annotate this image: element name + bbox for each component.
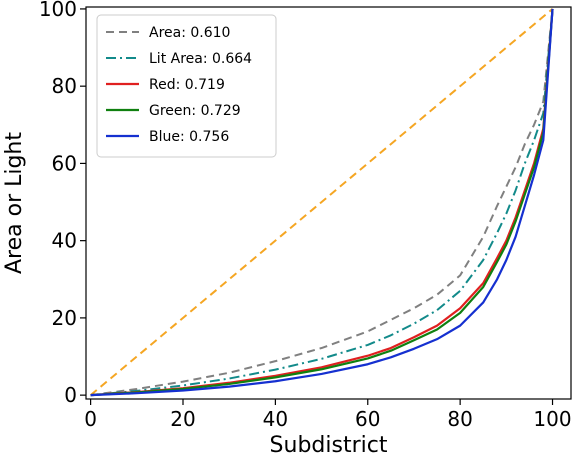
x-tick-label: 60 [355,407,380,431]
series-line-1 [90,8,554,397]
series-line-5 [90,8,554,397]
legend-label: Red: 0.719 [149,77,225,93]
y-tick-label: 0 [64,383,77,407]
legend-label: Blue: 0.756 [149,129,229,145]
plot-frame [85,6,572,400]
x-axis-label: Subdistrict [270,433,388,458]
x-tick-label: 40 [263,407,288,431]
legend-label: Lit Area: 0.664 [149,51,252,67]
y-tick-label: 20 [52,306,77,330]
x-tick-label: 20 [170,407,195,431]
plot-area [89,8,554,397]
legend: Area: 0.610 Lit Area: 0.664 Red: 0.719 Gree… [96,14,277,158]
legend-box [96,14,277,158]
series-line-3 [90,8,554,397]
series-line-4 [90,8,554,397]
y-tick-label: 100 [39,0,77,21]
x-tick-label: 80 [447,407,472,431]
legend-label: Green: 0.729 [149,103,241,119]
x-tick-label: 0 [84,407,97,431]
y-tick-label: 60 [52,151,77,175]
legend-label: Area: 0.610 [149,25,230,41]
axes: 0 20 40 60 80 100 0 20 40 60 80 100 [39,0,572,431]
series-line-0 [89,8,554,396]
x-tick-label: 100 [533,407,571,431]
y-tick-label: 40 [52,229,77,253]
y-tick-label: 80 [52,74,77,98]
y-axis-label: Area or Light [2,132,27,274]
